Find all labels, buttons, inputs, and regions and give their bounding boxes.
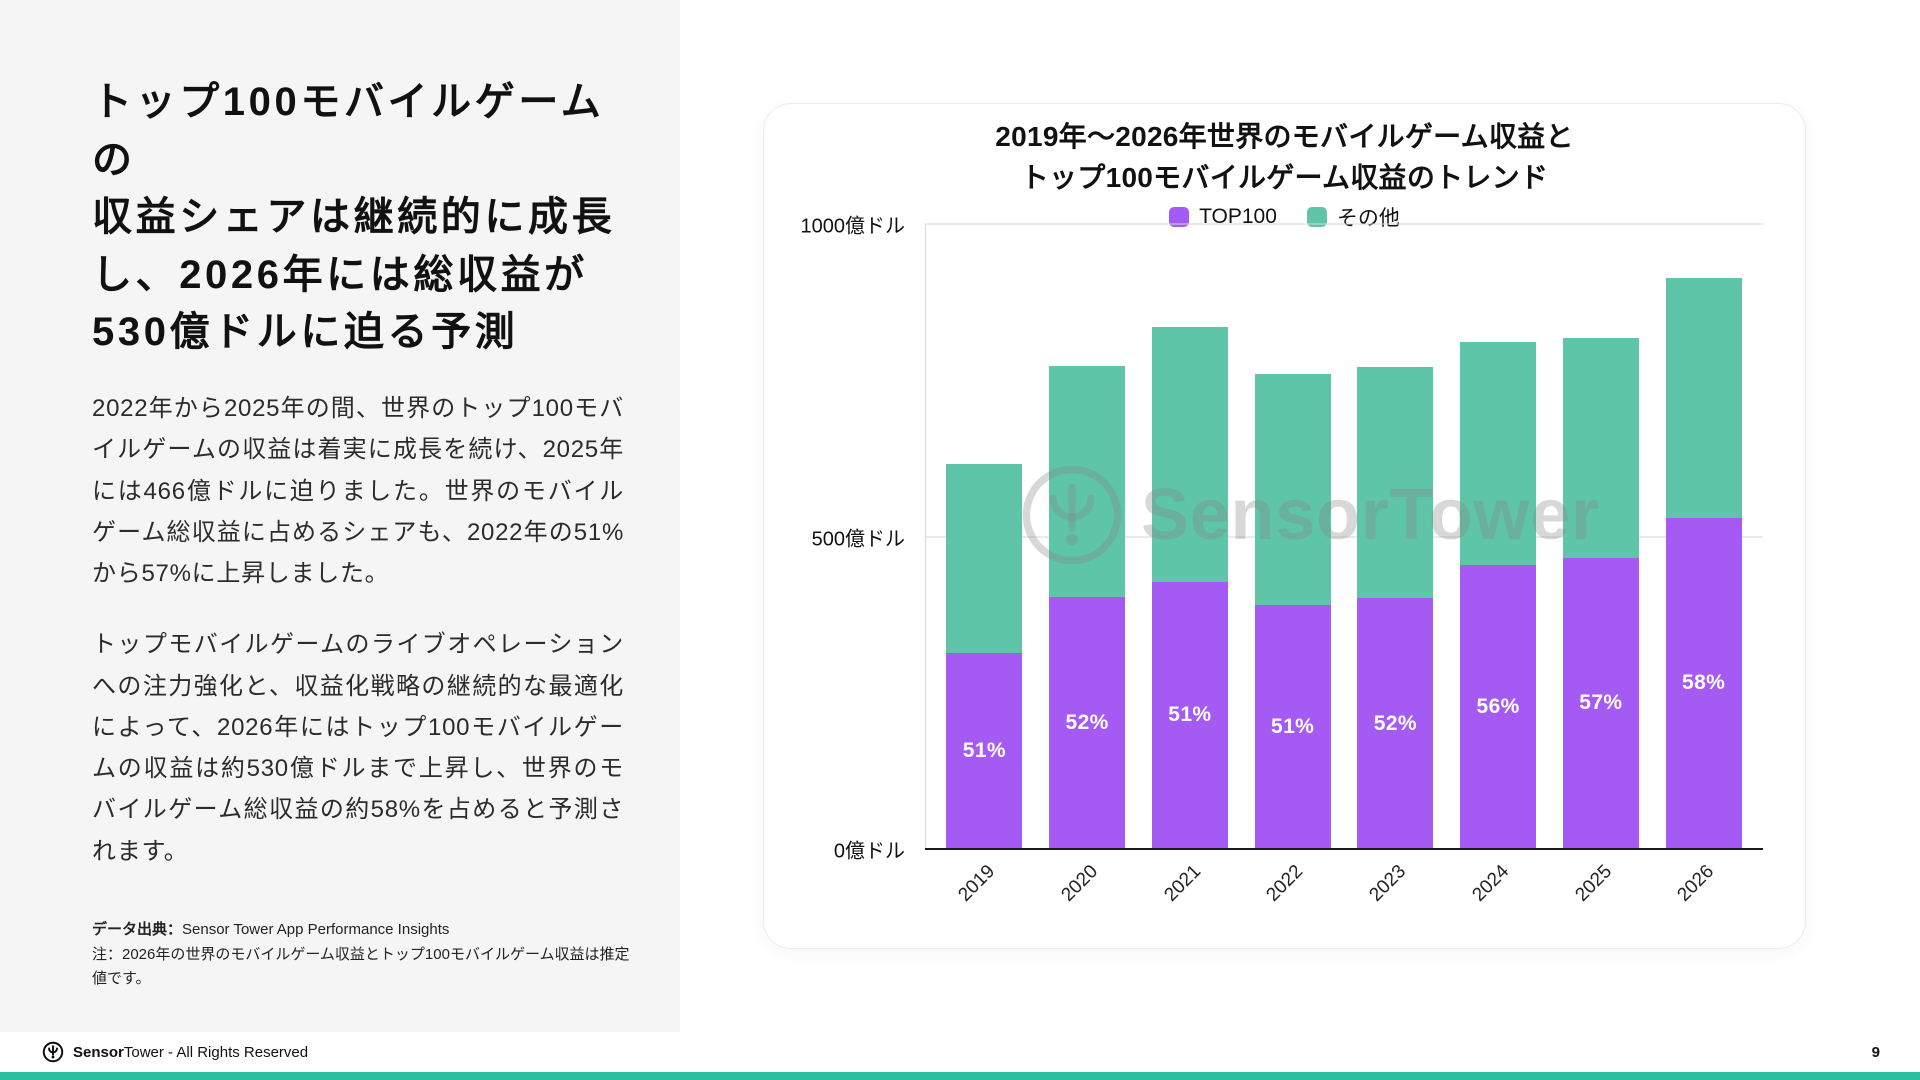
- chart-title-line-2: トップ100モバイルゲーム収益のトレンド: [1020, 161, 1549, 193]
- gridline-500: [925, 536, 1763, 537]
- legend-label-top100: TOP100: [1199, 205, 1277, 229]
- body-paragraph-2: トップモバイルゲームのライブオペレーションへの注力強化と、収益化戦略の継続的な最…: [92, 631, 624, 865]
- bar-2021: 51% 2021: [1151, 224, 1228, 906]
- bar-segment-top100: 52%: [1357, 598, 1434, 849]
- x-tick-label: 2023: [1365, 861, 1411, 906]
- brand-sensor: Sensor: [73, 1043, 124, 1061]
- bar-2023: 52% 2023: [1357, 224, 1434, 906]
- rights-text: - All Rights Reserved: [163, 1043, 309, 1061]
- bar-segment-other: [1562, 337, 1639, 558]
- footer-brand: SensorTower - All Rights Reserved: [42, 1041, 308, 1063]
- bar-percent-label: 52%: [1373, 711, 1418, 735]
- plot-area: 0億ドル 500億ドル 1000億ドル 51% 2019 52% 2020 51% 2021 51…: [801, 216, 1763, 906]
- legend-swatch-other: [1306, 207, 1327, 228]
- bar-segment-top100: 56%: [1460, 564, 1537, 849]
- chart-title-line-1: 2019年〜2026年世界のモバイルゲーム収益と: [995, 121, 1574, 152]
- data-source-line: データ出典：Sensor Tower App Performance Insig…: [92, 918, 632, 941]
- bars-container: 51% 2019 52% 2020 51% 2021 51% 2022 52% 2023 56% 20…: [925, 224, 1763, 906]
- y-tick-label: 500億ドル: [811, 528, 905, 550]
- gridline-0: [925, 848, 1763, 850]
- bar-segment-other: [1357, 367, 1434, 599]
- chart-title: 2019年〜2026年世界のモバイルゲーム収益と トップ100モバイルゲーム収益…: [764, 117, 1805, 198]
- bar-segment-other: [1665, 277, 1742, 518]
- bar-segment-top100: 52%: [1049, 597, 1126, 849]
- bar-2026: 58% 2026: [1665, 224, 1742, 906]
- bar-segment-other: [946, 464, 1023, 654]
- data-source-label: データ出典：: [92, 921, 183, 938]
- bar-percent-label: 58%: [1681, 671, 1726, 695]
- page-title-line: トップ100モバイルゲームの: [92, 80, 605, 182]
- legend-item-top100: TOP100: [1169, 205, 1277, 229]
- x-tick-label: 2019: [954, 861, 1000, 906]
- source-note: データ出典：Sensor Tower App Performance Insig…: [92, 918, 632, 990]
- bar-percent-label: 51%: [1270, 715, 1315, 739]
- estimate-note: 注：2026年の世界のモバイルゲーム収益とトップ100モバイルゲーム収益は推定値…: [92, 946, 630, 987]
- bar-percent-label: 52%: [1065, 711, 1109, 735]
- brand-tower: Tower: [123, 1043, 164, 1061]
- bar-segment-top100: 51%: [1151, 581, 1228, 849]
- y-tick-label: 1000億ドル: [800, 215, 906, 238]
- x-tick-label: 2021: [1159, 861, 1205, 906]
- gridline-1000: [925, 223, 1763, 225]
- x-tick-label: 2025: [1570, 861, 1616, 906]
- page-number: 9: [1871, 1043, 1880, 1061]
- bar-2019: 51% 2019: [946, 224, 1023, 906]
- y-tick-label: 0億ドル: [833, 840, 905, 863]
- x-tick-label: 2026: [1673, 861, 1719, 906]
- bar-2025: 57% 2025: [1562, 224, 1639, 906]
- bar-2024: 56% 2024: [1460, 224, 1537, 906]
- chart-card: 2019年〜2026年世界のモバイルゲーム収益と トップ100モバイルゲーム収益…: [763, 103, 1806, 949]
- x-tick-label: 2020: [1057, 861, 1102, 906]
- bar-segment-top100: 51%: [946, 653, 1023, 849]
- bar-segment-other: [1049, 365, 1126, 598]
- bar-percent-label: 57%: [1579, 691, 1623, 715]
- body-paragraph-1: 2022年から2025年の間、世界のトップ100モバイルゲームの収益は着実に成長…: [92, 394, 624, 588]
- left-panel: トップ100モバイルゲームの 収益シェアは継続的に成長 し、2026年には総収益…: [0, 0, 680, 1032]
- accent-strip: [0, 1072, 1920, 1080]
- page-title-line: 530億ドルに迫る予測: [92, 310, 519, 355]
- bar-percent-label: 51%: [962, 739, 1007, 763]
- page-title-line: し、2026年には総収益が: [92, 252, 588, 297]
- bar-segment-top100: 57%: [1562, 557, 1639, 849]
- bar-segment-other: [1151, 326, 1228, 582]
- page-title: トップ100モバイルゲームの 収益シェアは継続的に成長 し、2026年には総収益…: [92, 74, 624, 362]
- bar-2020: 52% 2020: [1049, 224, 1126, 906]
- legend-swatch-top100: [1169, 207, 1190, 228]
- footer-brand-text: SensorTower - All Rights Reserved: [73, 1044, 308, 1061]
- bar-segment-top100: 58%: [1665, 517, 1742, 849]
- bar-2022: 51% 2022: [1254, 224, 1331, 906]
- bar-segment-top100: 51%: [1254, 605, 1331, 849]
- page-title-line: 収益シェアは継続的に成長: [92, 195, 616, 240]
- x-tick-label: 2024: [1468, 861, 1513, 906]
- sensor-tower-logo-icon: [42, 1041, 64, 1063]
- bar-segment-other: [1460, 341, 1537, 565]
- bar-segment-other: [1254, 374, 1331, 606]
- bar-percent-label: 56%: [1476, 694, 1520, 718]
- data-source-text: Sensor Tower App Performance Insights: [182, 921, 450, 938]
- footer: SensorTower - All Rights Reserved 9: [0, 1032, 1920, 1072]
- bar-percent-label: 51%: [1168, 703, 1212, 727]
- x-tick-label: 2022: [1262, 861, 1308, 906]
